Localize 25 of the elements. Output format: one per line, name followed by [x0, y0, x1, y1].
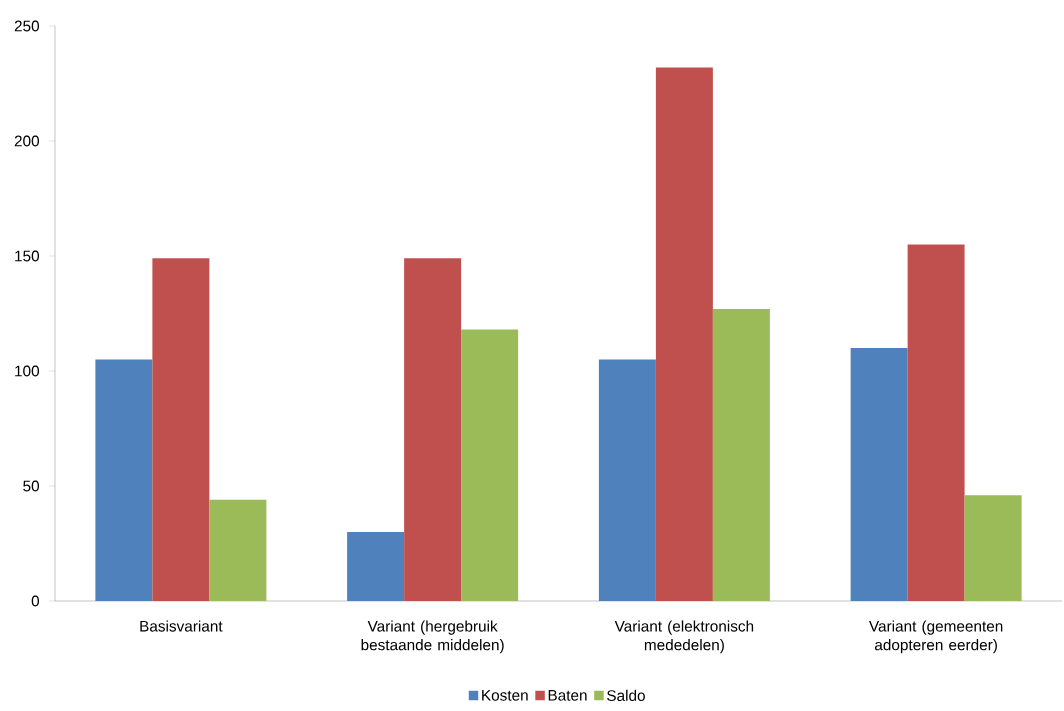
- bar: [850, 348, 908, 601]
- y-tick-label: 0: [31, 595, 40, 607]
- bar: [655, 67, 713, 601]
- legend-label: Baten: [548, 690, 587, 701]
- bar: [907, 244, 965, 601]
- bar: [95, 359, 153, 601]
- bar: [209, 499, 267, 601]
- x-tick-label: Variant (elektronisch mededelen): [614, 620, 754, 654]
- legend-label: Kosten: [482, 690, 528, 701]
- bar: [598, 359, 656, 601]
- y-tick-label: 50: [23, 480, 40, 492]
- x-tick-label: Basisvariant: [140, 620, 223, 632]
- y-tick-label: 200: [14, 135, 40, 147]
- bar: [152, 258, 210, 601]
- y-tick-label: 100: [15, 365, 40, 377]
- legend-label: Saldo: [607, 689, 645, 701]
- bar: [712, 308, 770, 601]
- x-tick-label: Variant (gemeenten adopteren eerder): [869, 620, 1003, 654]
- bar: [461, 329, 519, 601]
- bar: [347, 532, 405, 601]
- y-tick-label: 150: [15, 250, 40, 262]
- x-tick-label: Variant (hergebruik bestaande middelen): [361, 620, 504, 654]
- bar: [404, 258, 462, 601]
- y-tick-label: 250: [14, 20, 40, 32]
- bar: [964, 495, 1022, 601]
